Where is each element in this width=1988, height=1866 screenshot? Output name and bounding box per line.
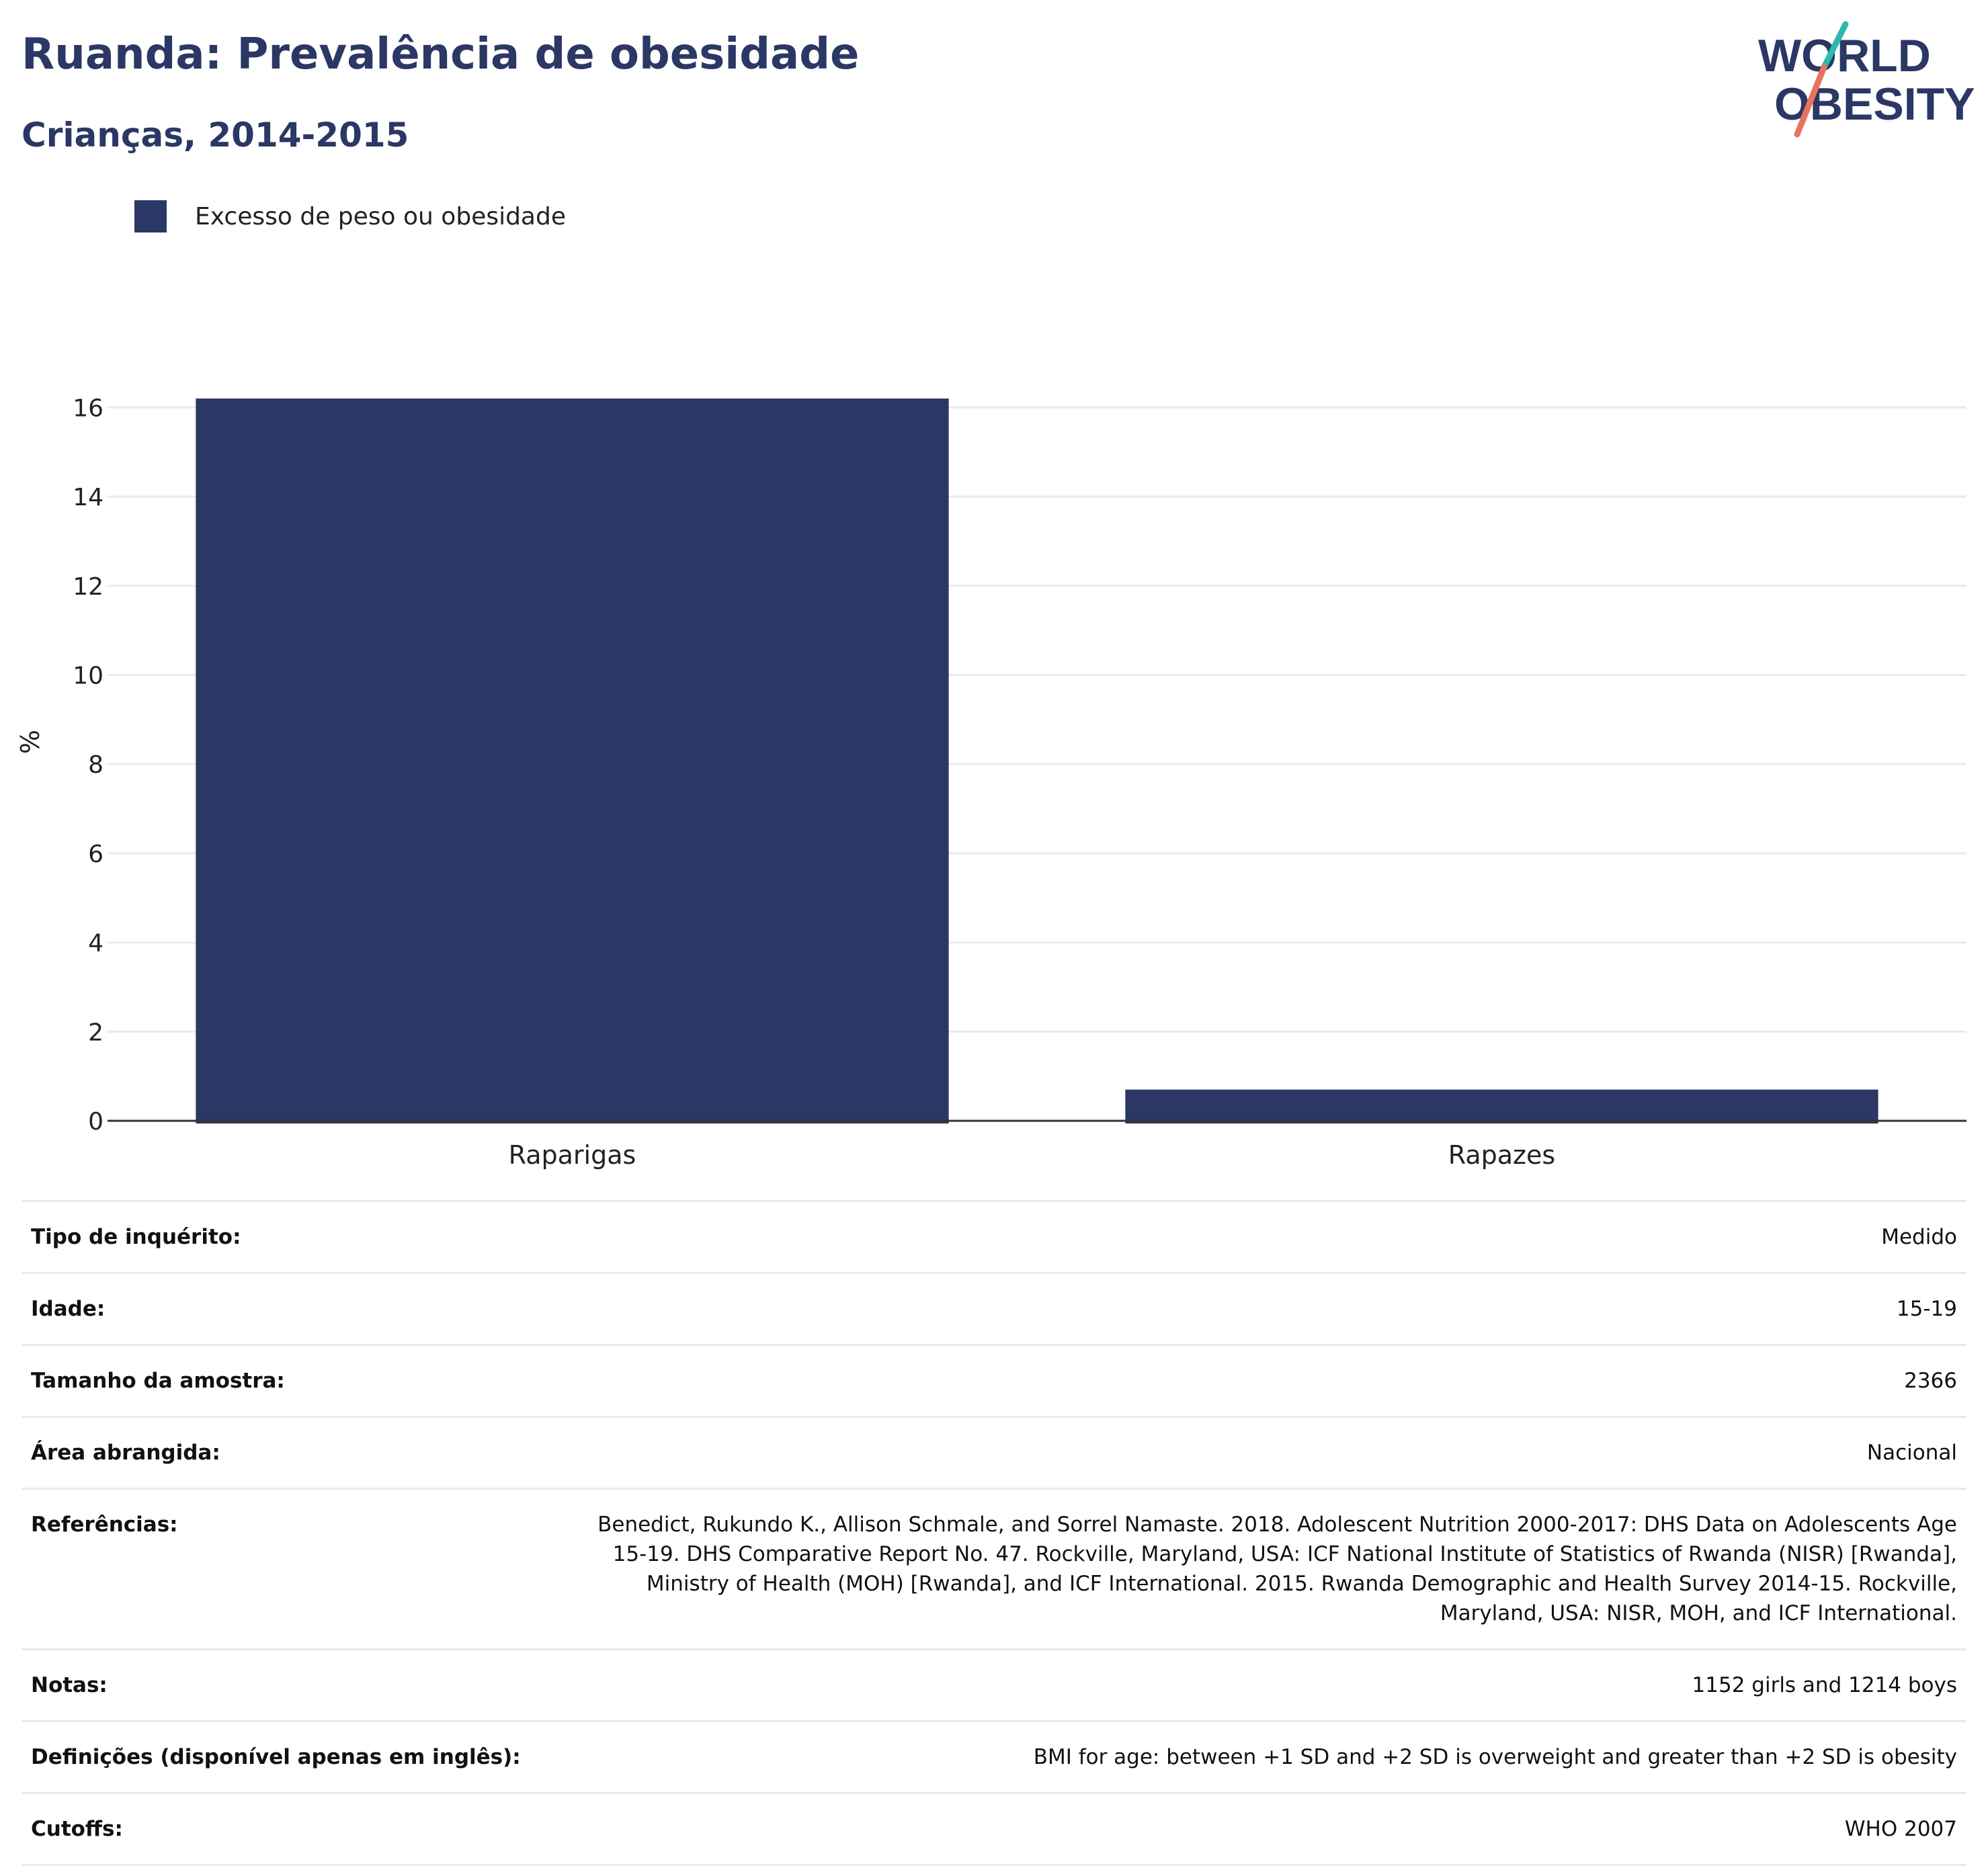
world-obesity-logo: WORLD OBESITY xyxy=(1758,21,1975,138)
y-tick-label: 2 xyxy=(88,1019,103,1046)
y-axis-label: % xyxy=(15,730,45,754)
table-row: Notas: 1152 girls and 1214 boys xyxy=(22,1648,1966,1722)
row-label: Tamanho da amostra: xyxy=(22,1344,578,1417)
row-label: Referências: xyxy=(22,1488,578,1650)
row-label: Cutoffs: xyxy=(22,1792,578,1866)
table-row: Referências: Benedict, Rukundo K., Alliso… xyxy=(22,1488,1966,1650)
row-label: Tipo de inquérito: xyxy=(22,1200,578,1273)
row-value: 15-19 xyxy=(578,1272,1966,1345)
chart-legend: Excesso de peso ou obesidade xyxy=(134,200,566,232)
chart-subtitle: Crianças, 2014-2015 xyxy=(22,116,409,155)
bars xyxy=(196,398,1878,1124)
row-label: Notas: xyxy=(22,1648,578,1722)
y-tick-labels: 0 2 4 6 8 10 12 14 16 xyxy=(73,394,103,1136)
row-label: Área abrangida: xyxy=(22,1416,578,1489)
table-row: Área abrangida: Nacional xyxy=(22,1416,1966,1489)
row-value: 2366 xyxy=(578,1344,1966,1417)
y-tick-label: 4 xyxy=(88,930,103,958)
table-row: Idade: 15-19 xyxy=(22,1272,1966,1345)
survey-details-table: Tipo de inquérito: Medido Idade: 15-19 Taman… xyxy=(22,1200,1966,1866)
bar xyxy=(1125,1089,1878,1123)
logo-slash-teal xyxy=(1821,21,1849,71)
table-row: Definições (disponível apenas em inglês)… xyxy=(22,1720,1966,1793)
row-label: Definições (disponível apenas em inglês)… xyxy=(22,1720,578,1793)
row-value: Benedict, Rukundo K., Allison Schmale, a… xyxy=(578,1488,1966,1650)
y-tick-label: 12 xyxy=(73,573,103,601)
x-tick-labels: Raparigas Rapazes xyxy=(509,1140,1556,1170)
logo-line1: WORLD xyxy=(1758,30,1931,81)
y-tick-label: 10 xyxy=(73,662,103,689)
y-tick-label: 6 xyxy=(88,841,103,868)
row-value: Nacional xyxy=(578,1416,1966,1489)
row-value: 1152 girls and 1214 boys xyxy=(578,1648,1966,1722)
chart-title: Ruanda: Prevalência de obesidade xyxy=(22,30,860,79)
y-tick-label: 14 xyxy=(73,484,103,511)
row-value: WHO 2007 xyxy=(578,1792,1966,1866)
bar xyxy=(196,398,949,1124)
row-value: BMI for age: between +1 SD and +2 SD is … xyxy=(578,1720,1966,1793)
legend-label: Excesso de peso ou obesidade xyxy=(195,202,566,230)
bar-chart: 0 2 4 6 8 10 12 14 16 Raparigas Rapazes % xyxy=(15,394,1966,1170)
table-row: Tipo de inquérito: Medido xyxy=(22,1200,1966,1273)
table-row: Cutoffs: WHO 2007 xyxy=(22,1792,1966,1866)
table-row: Tamanho da amostra: 2366 xyxy=(22,1344,1966,1417)
y-tick-label: 16 xyxy=(73,394,103,422)
row-label: Idade: xyxy=(22,1272,578,1345)
row-value: Medido xyxy=(578,1200,1966,1273)
y-tick-label: 0 xyxy=(88,1108,103,1136)
logo-slash-coral xyxy=(1794,64,1827,138)
legend-swatch xyxy=(134,200,167,232)
y-tick-label: 8 xyxy=(88,751,103,779)
x-tick-label: Raparigas xyxy=(509,1140,636,1170)
x-tick-label: Rapazes xyxy=(1448,1140,1555,1170)
